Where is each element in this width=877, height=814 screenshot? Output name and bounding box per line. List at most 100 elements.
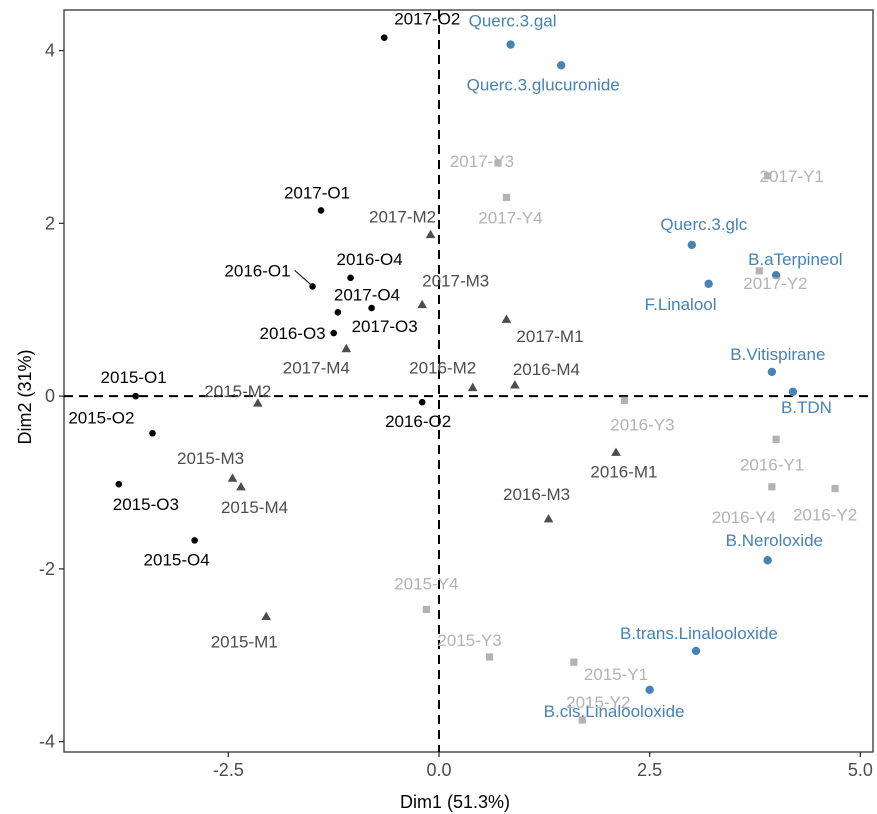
point-label-2015-y1: 2015-Y1 xyxy=(584,665,648,684)
point-label-b-cis-linalooloxide: B.cis.Linalooloxide xyxy=(544,702,685,721)
point-2016-o2 xyxy=(418,398,426,406)
point-label-2015-m4: 2015-M4 xyxy=(221,498,288,517)
point-label-2015-o3: 2015-O3 xyxy=(113,495,179,514)
plot-panel-border xyxy=(63,9,874,753)
point-label-2016-o3: 2016-O3 xyxy=(259,324,325,343)
x-tick-label: 2.5 xyxy=(637,760,662,780)
point-label-2015-m3: 2015-M3 xyxy=(177,449,244,468)
point-f-linalool xyxy=(704,279,713,289)
point-2015-y4 xyxy=(422,605,430,614)
point-2015-m3 xyxy=(227,473,238,482)
point-label-b-tdn: B.TDN xyxy=(781,398,832,417)
point-2016-m4 xyxy=(510,380,520,389)
point-label-2016-y3: 2016-Y3 xyxy=(610,415,674,434)
point-2017-y1 xyxy=(764,172,772,180)
point-label-2016-y4: 2016-Y4 xyxy=(712,508,776,527)
y-tick-label: 4 xyxy=(45,41,55,61)
point-b-neroloxide xyxy=(763,556,772,565)
point-2017-m1 xyxy=(501,314,512,323)
points-group xyxy=(115,34,839,724)
point-label-querc-3-gal: Querc.3.gal xyxy=(469,12,557,31)
point-2015-o2 xyxy=(149,429,156,437)
point-label-2016-m1: 2016-M1 xyxy=(590,462,657,481)
point-2015-y2 xyxy=(578,716,586,724)
point-2016-o3 xyxy=(330,329,337,337)
point-2015-o4 xyxy=(191,537,198,544)
point-label-2017-o4: 2017-O4 xyxy=(334,285,400,304)
point-2016-o1 xyxy=(309,283,316,290)
point-2017-y2 xyxy=(755,267,763,275)
point-2016-m2 xyxy=(467,382,478,392)
point-label-2017-m1: 2017-M1 xyxy=(516,327,583,346)
point-b-aterpineol xyxy=(771,270,781,280)
point-label-2017-y2: 2017-Y2 xyxy=(743,274,807,293)
y-axis-title: Dim2 (31%) xyxy=(15,349,35,444)
point-label-2016-y2: 2016-Y2 xyxy=(793,506,857,525)
point-2017-o4 xyxy=(334,309,342,316)
point-label-querc-3-glucuronide: Querc.3.glucuronide xyxy=(467,75,620,94)
point-2016-m1 xyxy=(611,447,621,456)
point-label-2017-o3: 2017-O3 xyxy=(352,317,418,336)
point-label-b-trans-linalooloxide: B.trans.Linalooloxide xyxy=(620,624,778,643)
point-label-2017-y1: 2017-Y1 xyxy=(760,167,824,186)
point-2015-m4 xyxy=(236,482,246,491)
point-label-2016-m2: 2016-M2 xyxy=(409,358,476,377)
point-2015-m1 xyxy=(261,611,272,620)
y-tick-label: 0 xyxy=(45,386,55,406)
point-2015-m2 xyxy=(253,398,263,407)
point-b-trans-linalooloxide xyxy=(691,646,701,656)
point-label-2015-o2: 2015-O2 xyxy=(68,408,134,427)
point-label-2016-o1: 2016-O1 xyxy=(224,261,290,280)
point-2017-m3 xyxy=(417,299,427,309)
point-label-2015-y3: 2015-Y3 xyxy=(437,631,501,650)
axes-group: -2.5 0.0 2.5 5.0 -4 -2 0 2 4 xyxy=(39,9,874,780)
point-label-b-aterpineol: B.aTerpineol xyxy=(748,250,843,269)
point-b-vitispirane xyxy=(767,367,777,377)
point-label-b-neroloxide: B.Neroloxide xyxy=(726,531,823,550)
point-label-2017-o1: 2017-O1 xyxy=(284,183,350,202)
point-2017-o3 xyxy=(368,304,375,312)
point-2016-y1 xyxy=(772,435,780,443)
x-tick-label: 0.0 xyxy=(426,760,451,780)
point-label-f-linalool: F.Linalool xyxy=(645,295,717,314)
point-label-2016-o4: 2016-O4 xyxy=(337,250,403,269)
x-axis-title: Dim1 (51.3%) xyxy=(400,792,510,812)
reference-lines xyxy=(64,10,873,752)
point-label-querc-3-glc: Querc.3.glc xyxy=(660,215,747,234)
point-label-2017-m3: 2017-M3 xyxy=(422,272,489,291)
point-2017-o2 xyxy=(380,34,388,41)
label-leader-line xyxy=(294,270,311,285)
point-2016-y3 xyxy=(620,396,629,405)
point-label-2017-m4: 2017-M4 xyxy=(283,359,350,378)
point-2016-o4 xyxy=(347,274,354,282)
y-tick-label: -4 xyxy=(39,732,55,752)
point-2015-o1 xyxy=(132,392,139,400)
point-2017-m4 xyxy=(341,343,352,353)
y-tick-label: -2 xyxy=(39,559,55,579)
point-2015-y3 xyxy=(485,653,494,661)
point-2016-y4 xyxy=(768,483,776,491)
point-2017-y3 xyxy=(494,159,502,167)
y-tick-label: 2 xyxy=(45,213,55,233)
point-label-b-vitispirane: B.Vitispirane xyxy=(730,345,825,364)
point-2016-y2 xyxy=(831,484,839,493)
point-label-2017-m2: 2017-M2 xyxy=(369,208,436,227)
point-label-2016-y1: 2016-Y1 xyxy=(740,455,804,474)
point-label-2016-m3: 2016-M3 xyxy=(503,485,570,504)
point-label-2017-y3: 2017-Y3 xyxy=(450,152,514,171)
point-2015-y1 xyxy=(570,658,578,666)
point-label-2015-o4: 2015-O4 xyxy=(144,550,210,569)
point-label-2015-o1: 2015-O1 xyxy=(101,368,167,387)
point-labels-group: 2017-O2 2017-O1 2016-O1 2016-O4 2017-O4 2017-… xyxy=(68,10,857,721)
point-label-2017-o2: 2017-O2 xyxy=(394,10,460,29)
x-tick-label: 5.0 xyxy=(848,760,873,780)
point-querc-3-glc xyxy=(687,240,697,250)
point-querc-3-glucuronide xyxy=(556,61,566,70)
point-label-2016-o2: 2016-O2 xyxy=(385,412,451,431)
point-querc-3-gal xyxy=(506,40,515,49)
point-2015-o3 xyxy=(115,480,123,488)
point-2017-m2 xyxy=(425,229,436,239)
point-b-tdn xyxy=(788,387,798,396)
